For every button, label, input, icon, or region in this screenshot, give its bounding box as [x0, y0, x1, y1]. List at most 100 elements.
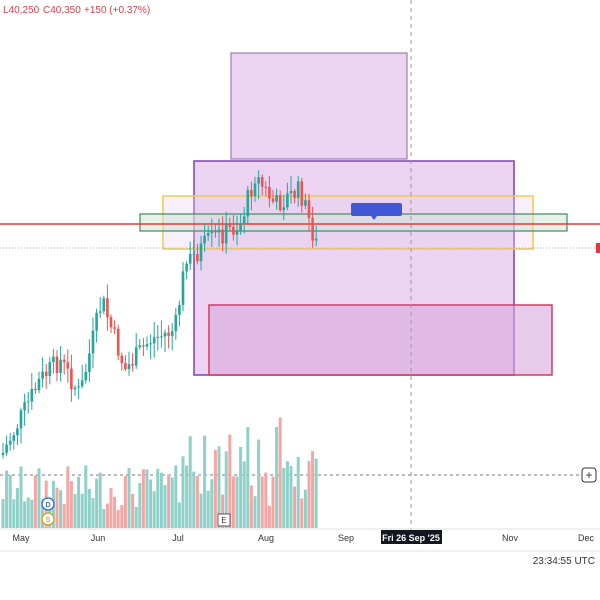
ohlc-legend-change: +150 (+0.37%) — [84, 5, 150, 16]
candle-body — [102, 298, 106, 312]
earnings-marker-text: E — [221, 516, 226, 525]
candle-body — [34, 388, 37, 391]
dividend-marker-circle[interactable] — [41, 497, 55, 511]
upper-rectangle-zone[interactable] — [230, 52, 408, 160]
candle-body — [268, 186, 271, 199]
earnings-marker[interactable]: E — [217, 513, 231, 527]
split-marker[interactable]: S — [41, 512, 55, 526]
volume-bar — [59, 490, 63, 528]
time-label-dec: Dec — [578, 533, 595, 543]
volume-bar — [113, 496, 117, 528]
time-label-may: May — [12, 533, 30, 543]
volume-bar — [26, 497, 30, 528]
candle-body — [120, 355, 124, 363]
crosshair-time-label: Fri 26 Sep '25 — [382, 533, 440, 543]
candle-body — [232, 226, 235, 235]
volume-bar — [275, 426, 279, 528]
time-label-jun: Jun — [91, 533, 106, 543]
volume-bar — [84, 465, 88, 528]
volume-bar — [77, 476, 81, 528]
volume-bar — [131, 493, 135, 528]
candle-body — [257, 177, 260, 184]
candle-body — [275, 194, 278, 202]
candle-body — [228, 223, 232, 227]
blue-label-tag[interactable] — [351, 203, 402, 216]
volume-bar — [188, 436, 192, 528]
volume-bar — [177, 502, 181, 528]
candle-body — [271, 198, 275, 202]
candle-body — [163, 332, 167, 337]
crosshair-time-label-bg — [381, 530, 442, 544]
volume-bar — [314, 458, 318, 528]
volume-bar — [307, 460, 311, 528]
volume-bar — [246, 427, 250, 528]
candle-body — [260, 177, 264, 187]
volume-bar — [181, 456, 185, 528]
volume-bar — [242, 461, 246, 528]
candle-body — [19, 410, 23, 429]
volume-bar — [12, 499, 16, 528]
volume-bar — [156, 468, 160, 528]
volume-bar — [170, 477, 174, 528]
volume-bar — [217, 446, 221, 528]
add-level-button[interactable]: + — [581, 467, 597, 483]
volume-bar — [102, 509, 106, 528]
volume-bar — [303, 489, 307, 528]
volume-bar — [120, 505, 124, 528]
candle-body — [289, 190, 293, 194]
candle-body — [66, 362, 70, 369]
price-axis-marker — [596, 243, 600, 253]
volume-bar — [123, 475, 127, 528]
candle-body — [59, 359, 62, 374]
volume-bar — [278, 417, 282, 528]
volume-bar — [91, 498, 95, 528]
candle-body — [203, 235, 206, 244]
volume-bar — [174, 465, 178, 528]
volume-bar — [37, 468, 41, 528]
volume-bar — [199, 493, 203, 528]
candle-body — [307, 200, 311, 219]
candle-body — [149, 343, 152, 345]
candle-body — [152, 337, 156, 344]
candle-body — [95, 312, 98, 331]
candle-body — [314, 238, 318, 241]
volume-bar — [152, 491, 156, 528]
candle-body — [91, 330, 95, 354]
volume-bar — [228, 434, 232, 528]
volume-bar — [127, 468, 131, 528]
volume-bar — [264, 472, 268, 528]
candle-body — [55, 356, 59, 374]
dividend-marker[interactable]: D — [41, 497, 55, 511]
utc-clock[interactable]: 23:34:55 UTC — [533, 556, 595, 567]
candle-body — [196, 253, 199, 262]
candle-body — [311, 218, 314, 241]
candle-body — [8, 440, 12, 445]
candle-body — [52, 356, 55, 363]
add-level-button-box[interactable] — [581, 467, 597, 483]
time-label-aug: Aug — [258, 533, 274, 543]
candle-body — [145, 344, 149, 347]
time-label-sep: Sep — [338, 533, 354, 543]
candle-body — [199, 243, 203, 262]
volume-bar — [221, 494, 225, 528]
candle-body — [80, 380, 84, 387]
volume-bar — [138, 482, 142, 528]
candle-body — [167, 332, 170, 336]
candle-body — [221, 229, 224, 244]
candle-body — [253, 183, 257, 197]
candle-body — [300, 181, 304, 206]
split-marker-circle[interactable] — [41, 512, 55, 526]
volume-bar — [185, 465, 189, 528]
candle-body — [293, 190, 296, 198]
candle-body — [206, 233, 210, 236]
earnings-marker-box[interactable] — [217, 513, 231, 527]
green-band-zone[interactable] — [139, 213, 568, 232]
candle-body — [26, 401, 30, 403]
lower-pink-zone[interactable] — [208, 304, 553, 376]
candle-body — [217, 229, 221, 233]
candle-body — [242, 216, 246, 225]
volume-bar — [41, 499, 45, 528]
volume-bar — [19, 466, 23, 528]
